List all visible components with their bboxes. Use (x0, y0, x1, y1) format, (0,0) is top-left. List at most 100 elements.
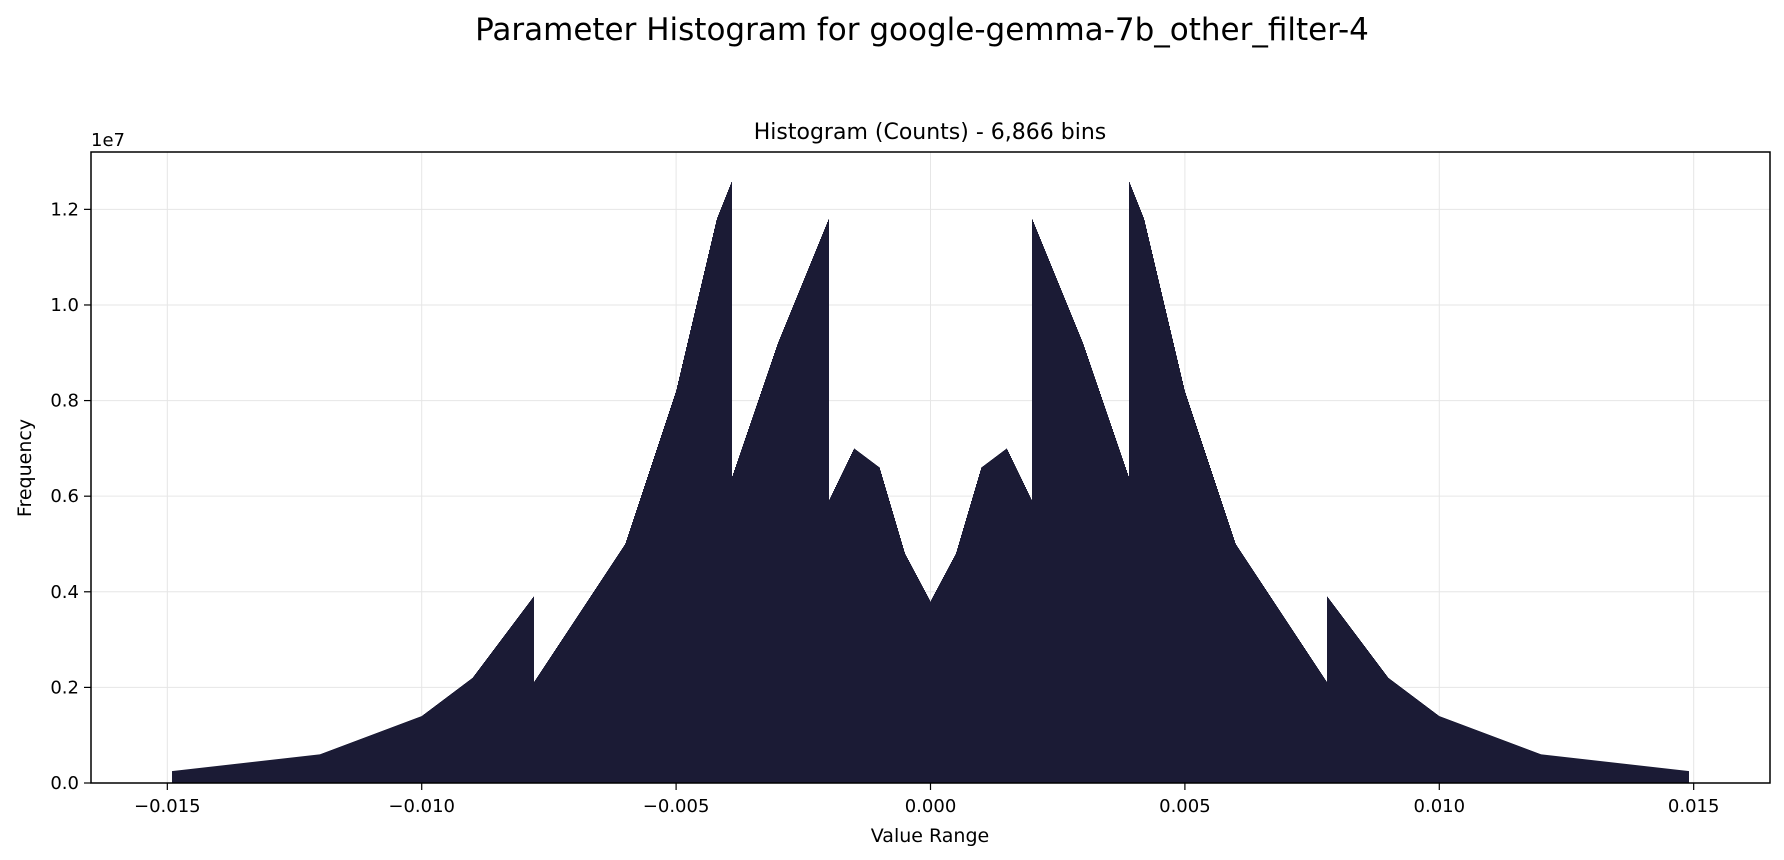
histogram-bar (1485, 733, 1486, 783)
histogram-bar (208, 766, 209, 783)
histogram-bar (750, 423, 751, 783)
histogram-bar (814, 253, 815, 784)
histogram-bar (1440, 716, 1441, 783)
histogram-bar (1461, 724, 1462, 783)
histogram-bar (1550, 755, 1551, 783)
histogram-bar (1686, 770, 1687, 783)
histogram-bar (206, 767, 207, 783)
histogram-bar (886, 490, 887, 783)
histogram-bar (1175, 351, 1176, 783)
histogram-bar (379, 731, 380, 783)
histogram-bar (800, 287, 801, 783)
histogram-bar (519, 615, 520, 783)
histogram-bar (1353, 631, 1354, 783)
histogram-bar (1424, 704, 1425, 783)
histogram-bar (1554, 755, 1555, 783)
histogram-bar (1566, 757, 1567, 783)
histogram-bar (1519, 746, 1520, 783)
y-tick-label: 0.4 (50, 582, 79, 603)
histogram-bar (577, 616, 578, 783)
histogram-bar (277, 759, 278, 783)
histogram-bar (272, 759, 273, 783)
histogram-bar (1342, 616, 1343, 783)
histogram-bar (1531, 750, 1532, 783)
histogram-bar (1622, 763, 1623, 783)
histogram-bar (860, 453, 861, 783)
histogram-bar (866, 457, 867, 783)
histogram-bar (1548, 755, 1549, 783)
histogram-bar (1068, 307, 1069, 783)
histogram-bar (621, 549, 622, 783)
histogram-bar (1240, 551, 1241, 783)
histogram-bar (1189, 404, 1190, 783)
histogram-bar (1407, 692, 1408, 783)
histogram-bar (214, 766, 215, 783)
histogram-bar (311, 755, 312, 783)
histogram-bar (1273, 601, 1274, 783)
histogram-bar (647, 477, 648, 783)
histogram-bar (403, 722, 404, 783)
histogram-bar (1538, 753, 1539, 783)
histogram-bar (414, 718, 415, 783)
histogram-bar (184, 769, 185, 783)
histogram-bar (540, 672, 541, 783)
histogram-bar (1637, 765, 1638, 783)
histogram-bar (466, 682, 467, 783)
histogram-bar (1643, 765, 1644, 783)
histogram-bar (278, 759, 279, 783)
histogram-bar (975, 487, 976, 783)
histogram-bar (633, 519, 634, 783)
histogram-bar (1031, 499, 1032, 783)
histogram-bar (1178, 363, 1179, 783)
histogram-bar (215, 766, 216, 783)
histogram-bar (622, 548, 623, 783)
histogram-bar (1295, 634, 1296, 783)
histogram-bar (1569, 757, 1570, 783)
histogram-bar (616, 557, 617, 783)
histogram-bar (1506, 741, 1507, 783)
histogram-bar (562, 638, 563, 783)
histogram-bar (1067, 305, 1068, 783)
histogram-bar (848, 460, 849, 783)
histogram-bar (606, 572, 607, 783)
histogram-bar (227, 764, 228, 783)
histogram-bar (782, 331, 783, 783)
histogram-bar (1427, 707, 1428, 783)
histogram-bar (1470, 727, 1471, 783)
histogram-bar (1173, 342, 1174, 783)
histogram-bar (1510, 742, 1511, 783)
histogram-bar (1583, 759, 1584, 783)
histogram-bar (368, 736, 369, 783)
histogram-bar (313, 755, 314, 783)
histogram-bar (1046, 253, 1047, 784)
histogram-bar (991, 459, 992, 783)
histogram-bar (480, 667, 481, 783)
histogram-bar (717, 217, 718, 784)
histogram-bar (445, 698, 446, 783)
histogram-bar (1350, 627, 1351, 783)
histogram-bar (807, 270, 808, 783)
histogram-bar (1356, 635, 1357, 783)
histogram-bar (865, 456, 866, 783)
histogram-bar (1603, 761, 1604, 783)
histogram-bar (902, 544, 903, 783)
histogram-bar (1426, 706, 1427, 783)
histogram-bar (1310, 657, 1311, 783)
histogram-bar (943, 576, 944, 783)
histogram-bar (1176, 355, 1177, 783)
histogram-bar (1680, 770, 1681, 783)
histogram-bar (1265, 588, 1266, 783)
histogram-bar (525, 607, 526, 783)
histogram-bar (1023, 482, 1024, 783)
histogram-bar (185, 769, 186, 783)
histogram-bar (1473, 728, 1474, 783)
histogram-bar (988, 462, 989, 783)
histogram-bar (202, 767, 203, 783)
histogram-bar (490, 653, 491, 783)
histogram-bar (176, 770, 177, 783)
histogram-bar (1576, 758, 1577, 783)
histogram-bar (493, 650, 494, 783)
histogram-bar (1481, 731, 1482, 783)
histogram-bar (1193, 416, 1194, 783)
histogram-bar (1594, 760, 1595, 783)
